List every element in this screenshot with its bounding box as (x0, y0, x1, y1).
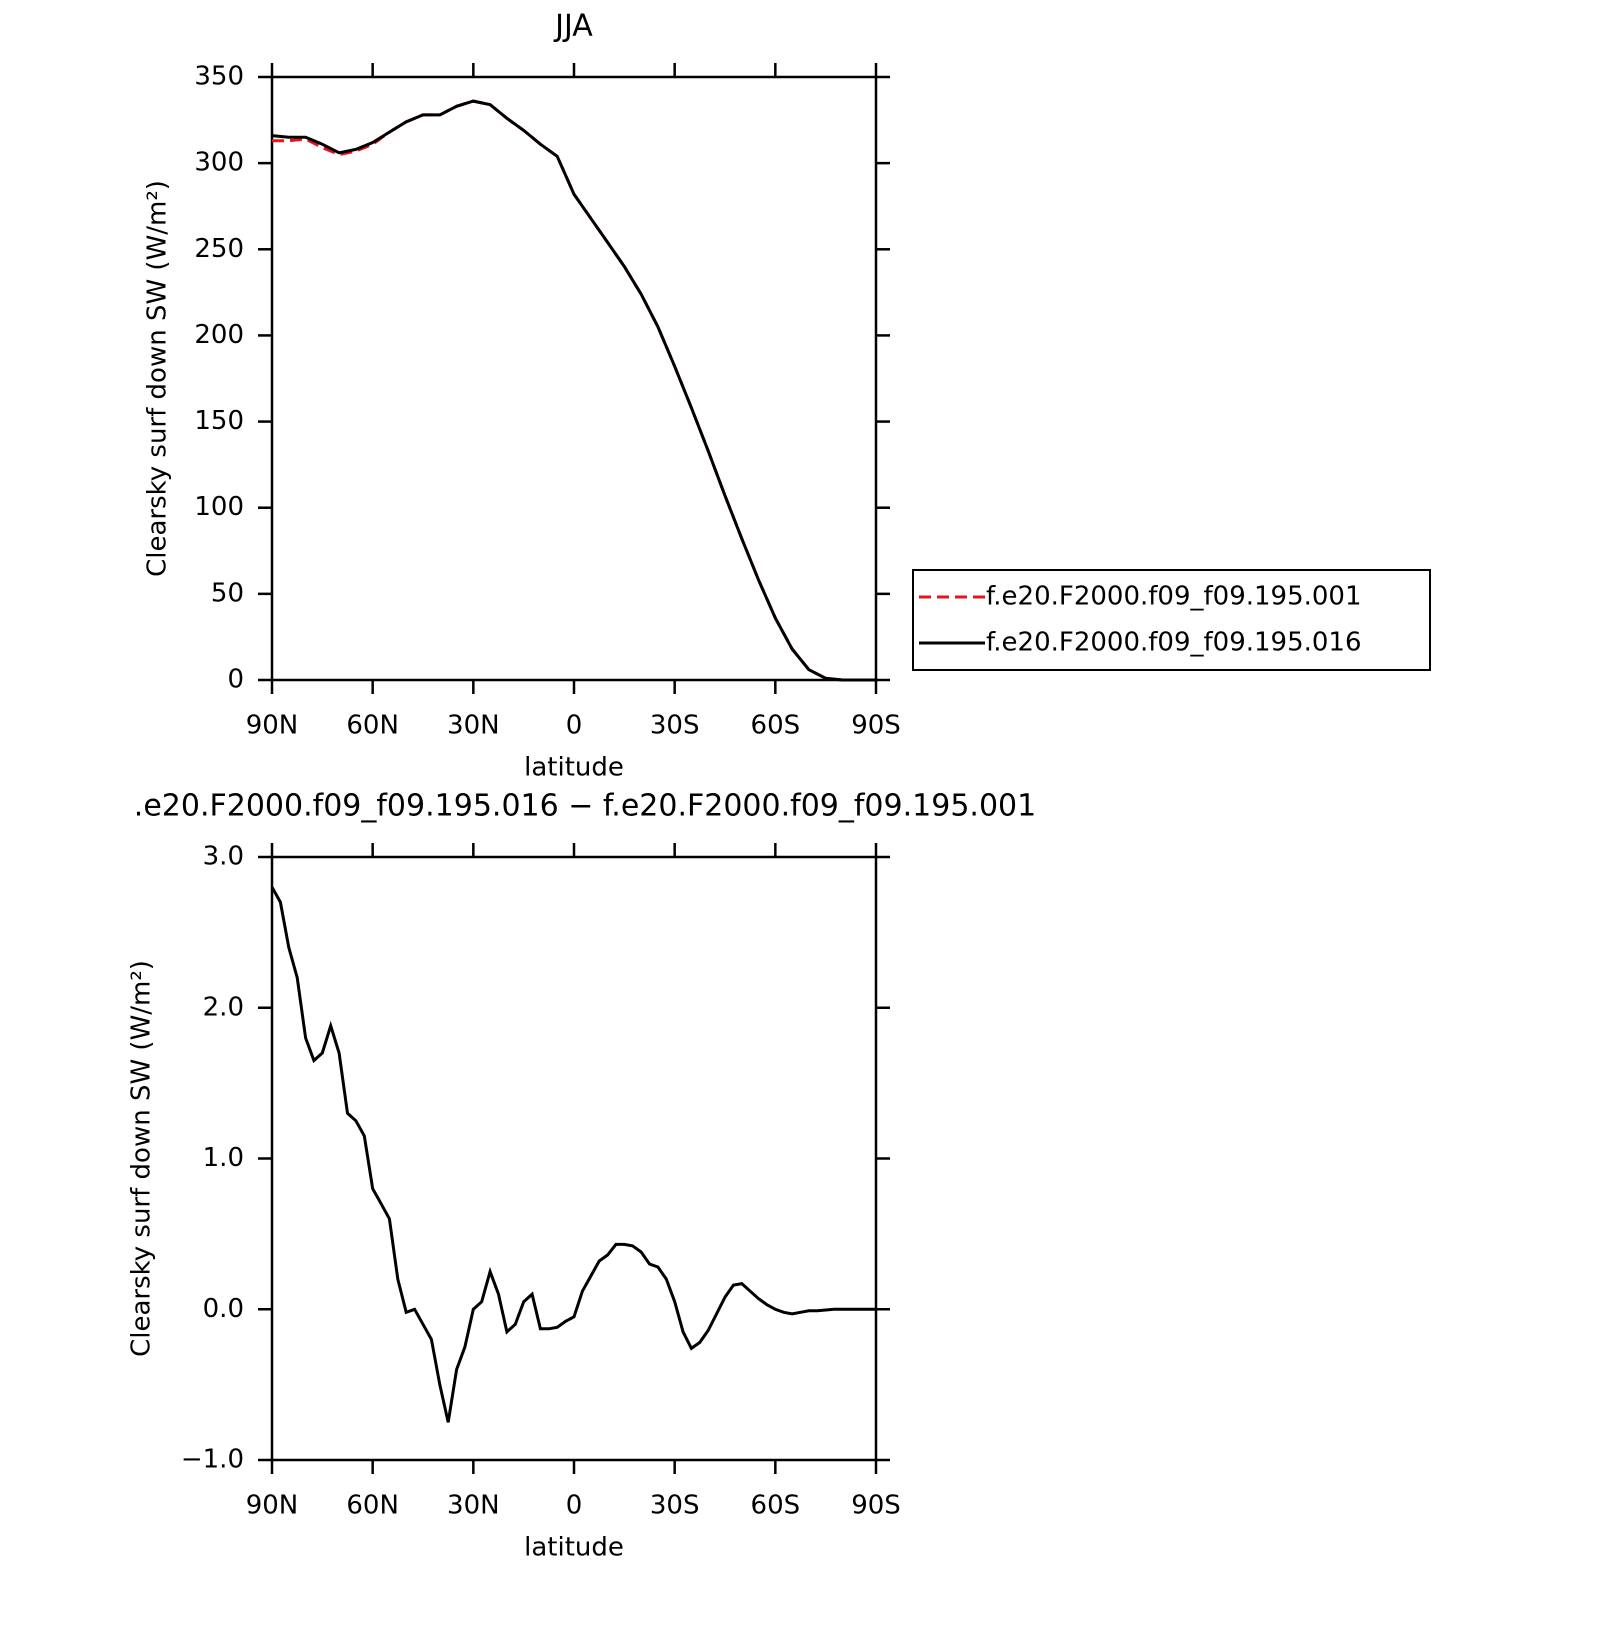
y-tick-label: 300 (194, 148, 244, 178)
x-tick-label: 30S (650, 711, 700, 741)
y-tick-label: 350 (194, 62, 244, 92)
x-tick-label: 60S (751, 1491, 801, 1521)
x-tick-label: 30S (650, 1491, 700, 1521)
x-tick-label: 60S (751, 711, 801, 741)
plot-frame (270, 855, 878, 1462)
x-tick-label: 30N (447, 1491, 500, 1521)
x-tick-label: 90N (246, 1491, 299, 1521)
y-axis-label: Clearsky surf down SW (W/m²) (127, 960, 157, 1357)
x-axis-label: latitude (524, 753, 624, 783)
legend-label: f.e20.F2000.f09_f09.195.016 (986, 628, 1362, 658)
x-tick-label: 90S (851, 711, 901, 741)
legend-label: f.e20.F2000.f09_f09.195.001 (986, 582, 1362, 612)
x-tick-label: 0 (566, 1491, 583, 1521)
chart-title: JJA (553, 9, 593, 44)
y-tick-label: 50 (211, 578, 244, 608)
y-tick-label: 250 (194, 234, 244, 264)
y-tick-label: 0 (227, 665, 244, 695)
x-axis-label: latitude (524, 1533, 624, 1563)
y-tick-label: 100 (194, 492, 244, 522)
data-line (271, 99, 876, 682)
y-tick-label: 200 (194, 320, 244, 350)
x-tick-label: 0 (566, 711, 583, 741)
plot-frame (270, 75, 878, 682)
x-tick-label: 60N (346, 711, 399, 741)
y-axis-label: Clearsky surf down SW (W/m²) (143, 180, 173, 577)
x-tick-label: 30N (447, 711, 500, 741)
legend-box (912, 569, 1431, 671)
y-tick-label: 2.0 (203, 992, 244, 1022)
y-tick-label: 1.0 (203, 1143, 244, 1173)
y-tick-label: −1.0 (181, 1445, 244, 1475)
y-tick-label: 3.0 (203, 842, 244, 872)
y-tick-label: 150 (194, 406, 244, 436)
data-line (270, 886, 876, 1423)
x-tick-label: 90N (246, 711, 299, 741)
chart-title: .e20.F2000.f09_f09.195.016 − f.e20.F2000… (134, 789, 1036, 824)
data-line (272, 99, 876, 682)
x-tick-label: 60N (346, 1491, 399, 1521)
x-tick-label: 90S (851, 1491, 901, 1521)
y-tick-label: 0.0 (203, 1294, 244, 1324)
